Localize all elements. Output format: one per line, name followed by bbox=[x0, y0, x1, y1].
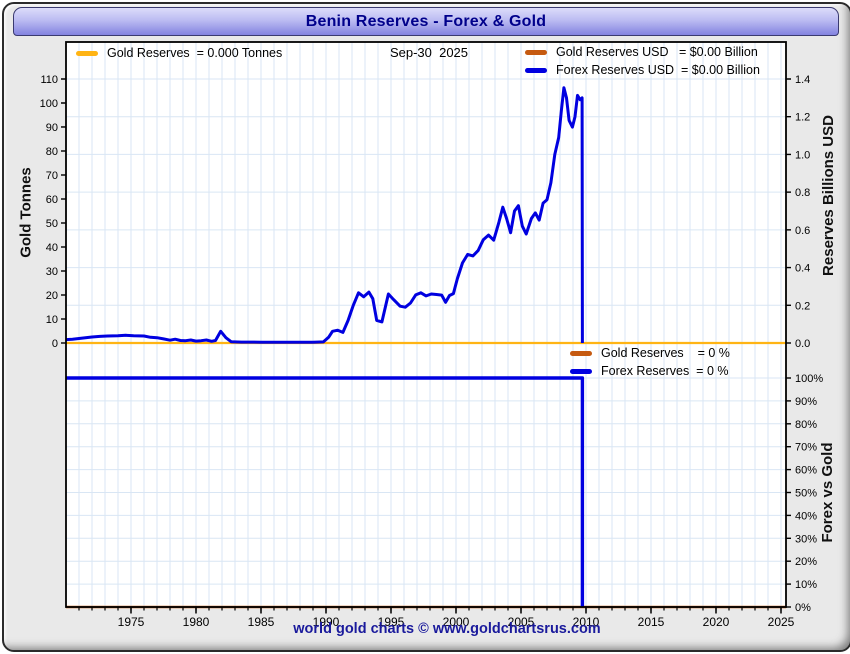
x-axis-tick-label: 2015 bbox=[638, 615, 665, 629]
x-axis-tick-label: 1975 bbox=[118, 615, 145, 629]
forex-usd-swatch bbox=[525, 67, 547, 73]
legend-forex-usd: Forex Reserves USD = $0.00 Billion bbox=[525, 63, 760, 77]
right-axis-tick-label: 80% bbox=[795, 419, 817, 431]
left-axis-tick-label: 70 bbox=[46, 170, 58, 182]
gold-tonnes-swatch bbox=[76, 50, 98, 56]
credit-line: world gold charts © www.goldchartsrus.co… bbox=[293, 621, 601, 637]
right-axis-tick-label: 50% bbox=[795, 488, 817, 500]
right-axis-tick-label: 60% bbox=[795, 465, 817, 477]
right-axis-title-top: Reserves Billions USD bbox=[820, 115, 837, 276]
title-bar: Benin Reserves - Forex & Gold bbox=[13, 7, 839, 36]
right-axis-tick-label: 0.6 bbox=[795, 225, 810, 237]
chart-canvas: 0 10 20 30 40 50 60 70 80 90 100 110 0.0 0.2 0.4 0.6 0.8… bbox=[40, 41, 823, 629]
x-axis-tick-label: 2020 bbox=[703, 615, 730, 629]
legend-gold-usd: Gold Reserves USD = $0.00 Billion bbox=[525, 45, 758, 59]
gold-usd-swatch bbox=[525, 49, 547, 55]
x-axis-tick-label: 2005 bbox=[508, 615, 535, 629]
right-axis-tick-label: 1.4 bbox=[795, 74, 810, 86]
right-axis-tick-label: 1.0 bbox=[795, 149, 810, 161]
legend-gold-tonnes: Gold Reserves = 0.000 Tonnes bbox=[76, 46, 282, 60]
right-axis-tick-label: 0.2 bbox=[795, 300, 810, 312]
right-axis-tick-label: 20% bbox=[795, 556, 817, 568]
gold-pct-swatch bbox=[570, 350, 592, 356]
legend-gold-pct: Gold Reserves = 0 % bbox=[570, 346, 730, 360]
right-axis-title-bottom: Forex vs Gold bbox=[819, 442, 836, 543]
right-axis-tick-label: 40% bbox=[795, 510, 817, 522]
right-axis-tick-label: 10% bbox=[795, 579, 817, 591]
left-axis-tick-label: 50 bbox=[46, 218, 58, 230]
x-axis-tick-label: 2025 bbox=[768, 615, 795, 629]
left-axis-tick-label: 90 bbox=[46, 122, 58, 134]
left-axis-tick-label: 110 bbox=[40, 74, 58, 86]
right-axis-tick-label: 1.2 bbox=[795, 112, 810, 124]
x-axis-tick-label: 2000 bbox=[443, 615, 470, 629]
x-axis-tick-label: 1980 bbox=[183, 615, 210, 629]
legend-gold-tonnes-label: Gold Reserves = 0.000 Tonnes bbox=[107, 46, 283, 60]
right-axis-tick-label: 70% bbox=[795, 442, 817, 454]
series-forex-reserves-usdline bbox=[65, 86, 584, 344]
page-title: Benin Reserves - Forex & Gold bbox=[305, 12, 547, 30]
left-axis-tick-label: 60 bbox=[46, 194, 58, 206]
left-axis-tick-label: 40 bbox=[46, 242, 58, 254]
right-axis-tick-label: 90% bbox=[795, 396, 817, 408]
x-axis-tick-label: 1995 bbox=[378, 615, 405, 629]
left-axis-tick-label: 10 bbox=[46, 314, 58, 326]
x-axis-tick-label: 2010 bbox=[573, 615, 600, 629]
forex-pct-swatch bbox=[570, 368, 592, 374]
right-axis-tick-label: 100% bbox=[795, 373, 823, 385]
left-axis-tick-label: 30 bbox=[46, 266, 58, 278]
legend-forex-pct-label: Forex Reserves = 0 % bbox=[601, 364, 729, 378]
x-axis-tick-label: 1985 bbox=[248, 615, 275, 629]
right-axis-tick-label: 30% bbox=[795, 533, 817, 545]
legend-gold-usd-label: Gold Reserves USD = $0.00 Billion bbox=[556, 45, 758, 59]
as-of-date: Sep-30 2025 bbox=[389, 45, 469, 60]
right-axis-tick-label: 0% bbox=[795, 602, 811, 614]
plot-border bbox=[65, 41, 787, 608]
left-axis-title: Gold Tonnes bbox=[17, 167, 35, 258]
right-axis-tick-label: 0.0 bbox=[795, 338, 810, 350]
x-axis-tick-label: 1990 bbox=[313, 615, 340, 629]
plot-background bbox=[66, 42, 786, 607]
legend-forex-pct: Forex Reserves = 0 % bbox=[570, 364, 728, 378]
right-axis-tick-label: 0.4 bbox=[795, 263, 810, 275]
legend-gold-pct-label: Gold Reserves = 0 % bbox=[601, 346, 730, 360]
left-axis-tick-label: 80 bbox=[46, 146, 58, 158]
legend-forex-usd-label: Forex Reserves USD = $0.00 Billion bbox=[556, 63, 760, 77]
left-axis-tick-label: 0 bbox=[52, 338, 58, 350]
left-axis-tick-label: 20 bbox=[46, 290, 58, 302]
right-axis-tick-label: 0.8 bbox=[795, 187, 810, 199]
series-forex-reserves-line bbox=[66, 376, 585, 607]
left-axis-tick-label: 100 bbox=[40, 98, 58, 110]
